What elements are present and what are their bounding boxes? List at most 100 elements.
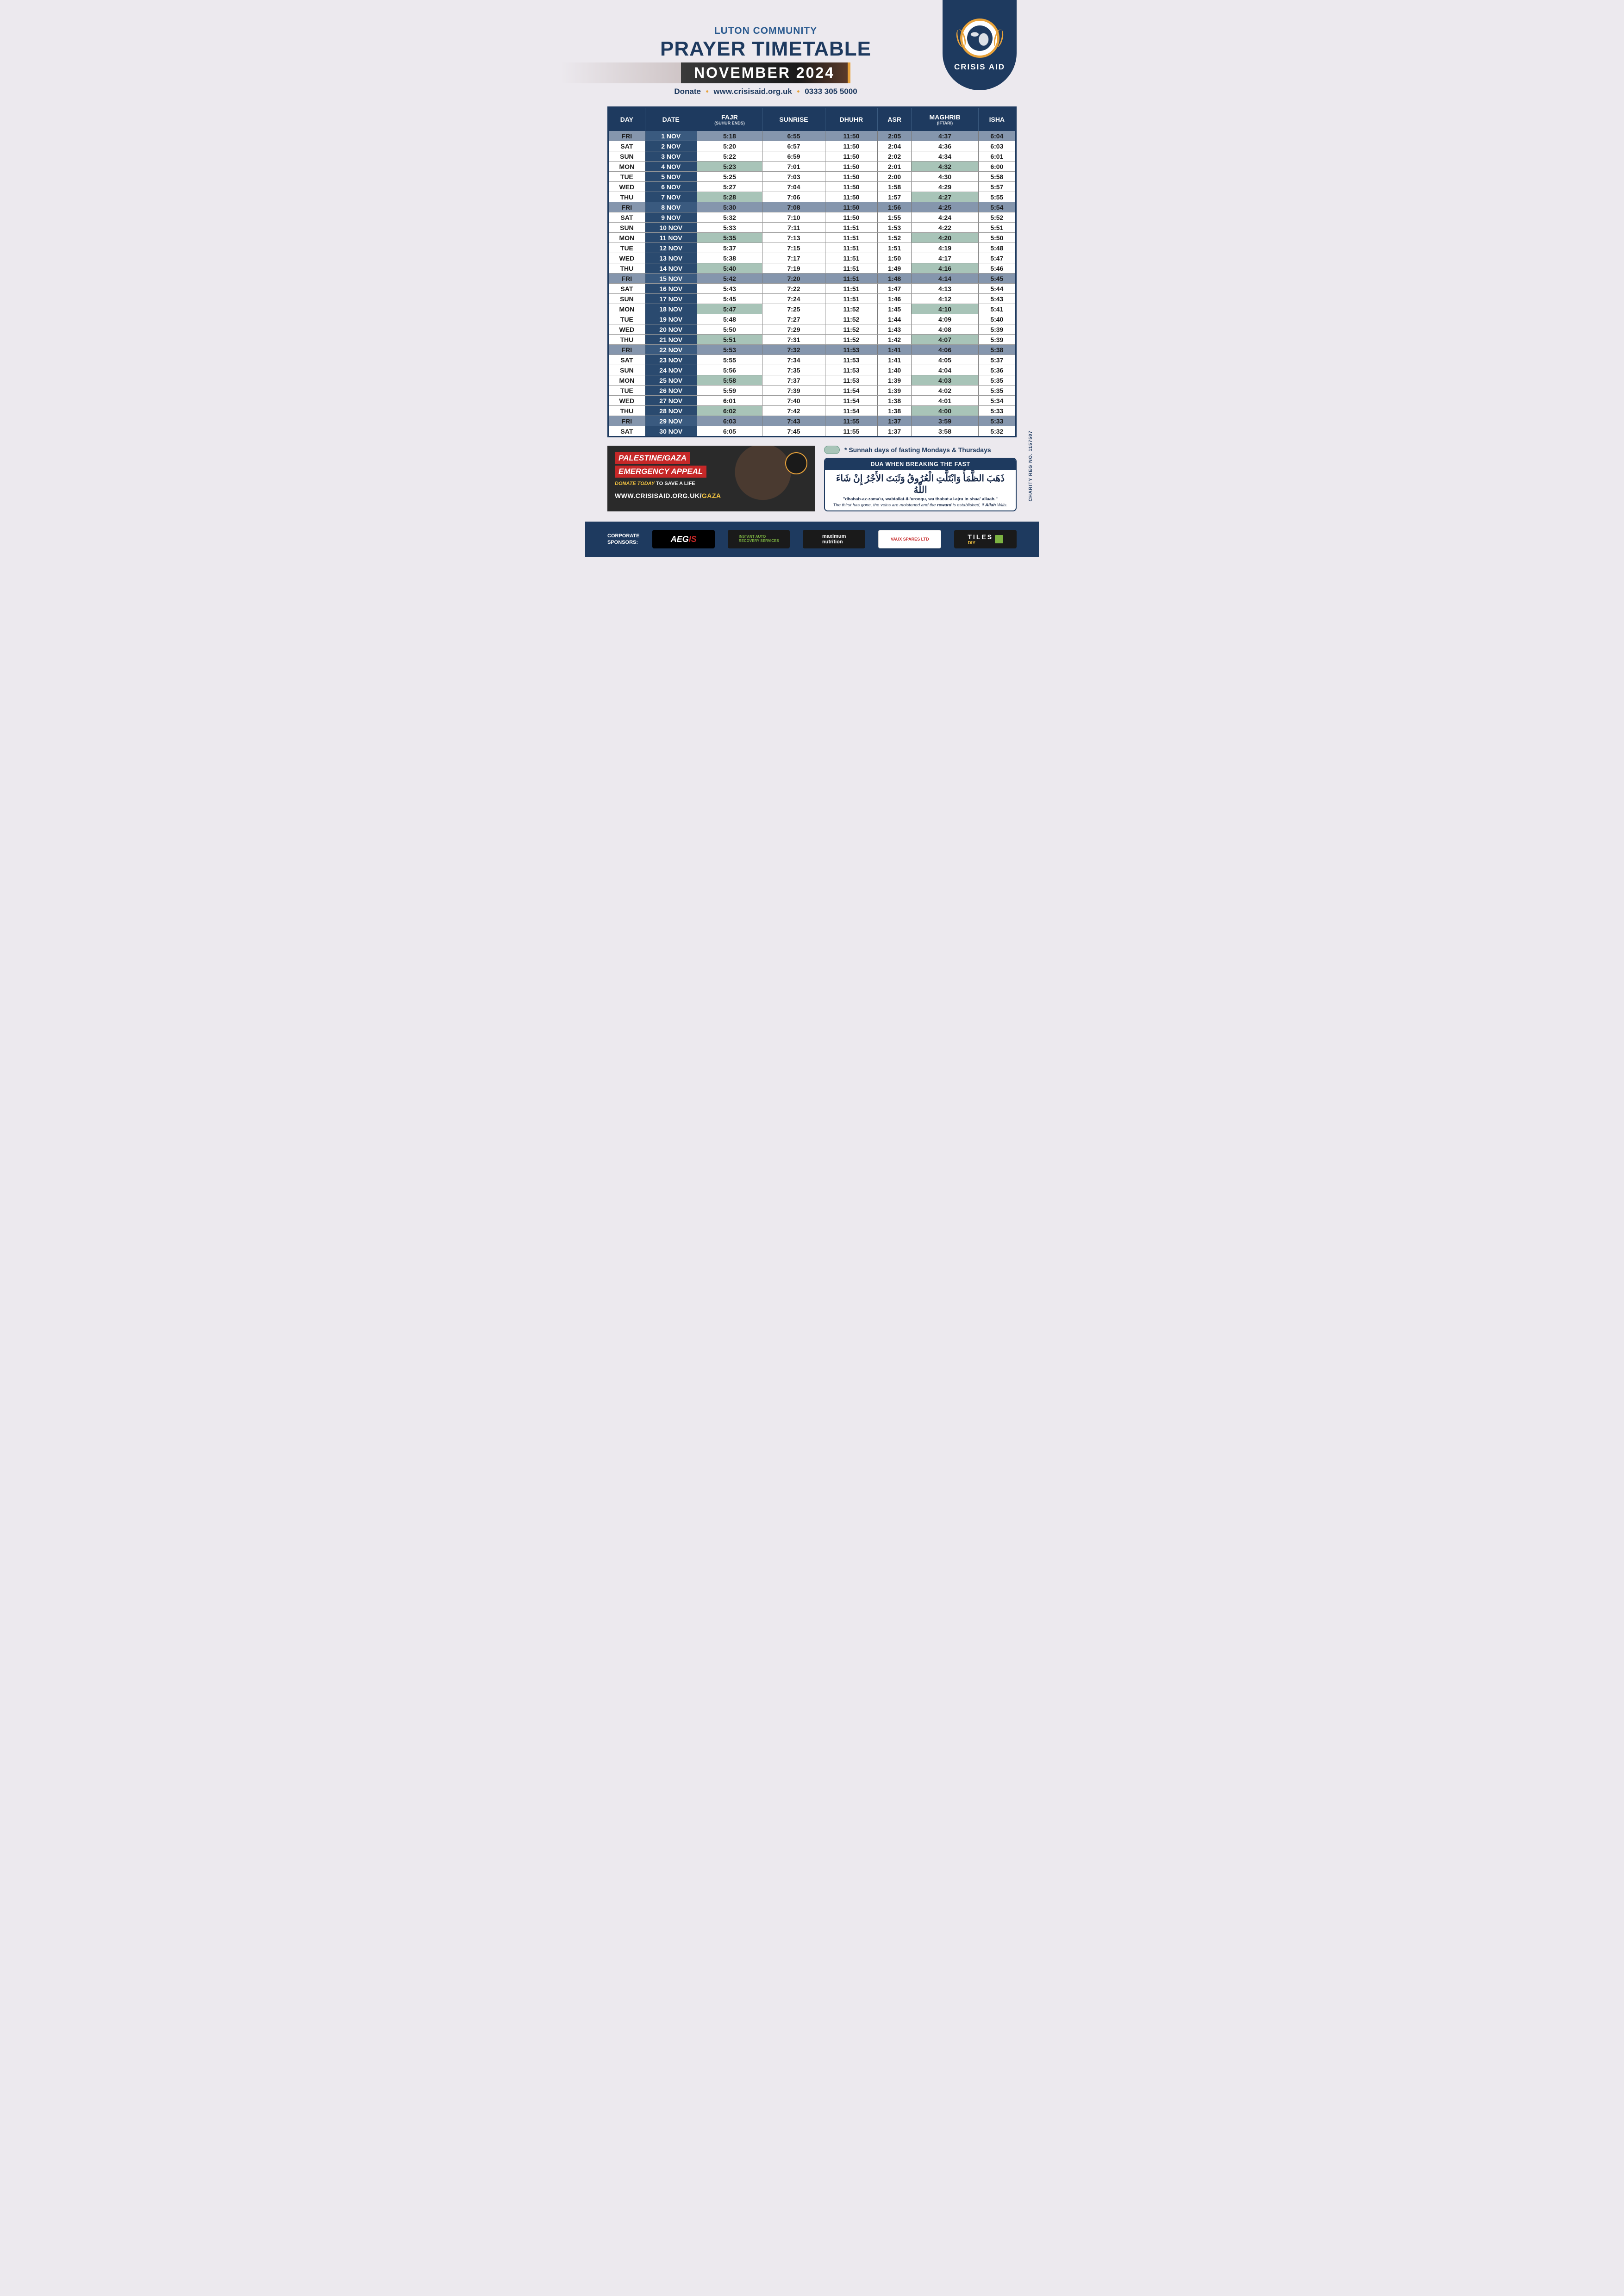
sponsors-bar: CORPORATE SPONSORS: AEGIS INSTANT AUTO R… [585, 522, 1039, 557]
day-cell: MON [609, 304, 645, 314]
maghrib-cell: 3:59 [912, 416, 978, 426]
donate-line: Donate • www.crisisaid.org.uk • 0333 305… [607, 87, 924, 96]
crisis-aid-small-icon [785, 452, 807, 474]
isha-cell: 6:00 [978, 162, 1015, 172]
fajr-cell: 6:01 [697, 396, 762, 406]
table-row: THU14 NOV5:407:1911:511:494:165:46 [609, 263, 1015, 274]
isha-cell: 6:03 [978, 141, 1015, 151]
sunrise-cell: 7:35 [762, 365, 825, 375]
header: LUTON COMMUNITY PRAYER TIMETABLE NOVEMBE… [607, 14, 1017, 96]
asr-cell: 1:53 [878, 223, 912, 233]
fajr-cell: 5:28 [697, 192, 762, 202]
day-cell: THU [609, 263, 645, 274]
day-cell: WED [609, 396, 645, 406]
date-cell: 21 NOV [645, 335, 697, 345]
day-cell: SUN [609, 223, 645, 233]
asr-cell: 1:50 [878, 253, 912, 263]
fajr-cell: 6:05 [697, 426, 762, 436]
sponsor-instant-auto: INSTANT AUTO RECOVERY SERVICES [728, 530, 790, 548]
date-cell: 19 NOV [645, 314, 697, 324]
day-cell: SAT [609, 141, 645, 151]
sponsor-tiles-diy: TILESDIY [954, 530, 1017, 548]
community-subtitle: LUTON COMMUNITY [607, 25, 924, 37]
column-header: DHUHR [825, 108, 877, 131]
day-cell: SAT [609, 212, 645, 223]
fajr-cell: 6:02 [697, 406, 762, 416]
day-cell: SUN [609, 151, 645, 162]
sunrise-cell: 7:34 [762, 355, 825, 365]
column-header: DATE [645, 108, 697, 131]
day-cell: MON [609, 375, 645, 386]
date-cell: 18 NOV [645, 304, 697, 314]
asr-cell: 1:38 [878, 396, 912, 406]
fajr-cell: 5:30 [697, 202, 762, 212]
asr-cell: 1:37 [878, 416, 912, 426]
maghrib-cell: 4:25 [912, 202, 978, 212]
fajr-cell: 5:55 [697, 355, 762, 365]
column-header: ASR [878, 108, 912, 131]
fajr-cell: 5:35 [697, 233, 762, 243]
isha-cell: 5:34 [978, 396, 1015, 406]
fajr-cell: 5:40 [697, 263, 762, 274]
table-row: FRI15 NOV5:427:2011:511:484:145:45 [609, 274, 1015, 284]
dhuhr-cell: 11:50 [825, 202, 877, 212]
table-row: THU21 NOV5:517:3111:521:424:075:39 [609, 335, 1015, 345]
column-header: ISHA [978, 108, 1015, 131]
date-cell: 15 NOV [645, 274, 697, 284]
fajr-cell: 5:47 [697, 304, 762, 314]
day-cell: FRI [609, 416, 645, 426]
asr-cell: 1:41 [878, 355, 912, 365]
appeal-line2: EMERGENCY APPEAL [615, 466, 706, 478]
maghrib-cell: 4:04 [912, 365, 978, 375]
date-cell: 8 NOV [645, 202, 697, 212]
donate-label: Donate [674, 87, 701, 96]
dhuhr-cell: 11:55 [825, 416, 877, 426]
fajr-cell: 5:18 [697, 131, 762, 141]
maghrib-cell: 4:03 [912, 375, 978, 386]
fajr-cell: 5:32 [697, 212, 762, 223]
day-cell: THU [609, 335, 645, 345]
asr-cell: 2:02 [878, 151, 912, 162]
date-cell: 4 NOV [645, 162, 697, 172]
phone: 0333 305 5000 [805, 87, 857, 96]
maghrib-cell: 4:05 [912, 355, 978, 365]
date-cell: 27 NOV [645, 396, 697, 406]
fajr-cell: 5:33 [697, 223, 762, 233]
isha-cell: 5:41 [978, 304, 1015, 314]
isha-cell: 5:33 [978, 416, 1015, 426]
table-row: SAT30 NOV6:057:4511:551:373:585:32 [609, 426, 1015, 436]
sunrise-cell: 7:43 [762, 416, 825, 426]
isha-cell: 5:35 [978, 375, 1015, 386]
date-cell: 9 NOV [645, 212, 697, 223]
isha-cell: 5:46 [978, 263, 1015, 274]
day-cell: THU [609, 406, 645, 416]
day-cell: TUE [609, 314, 645, 324]
dua-translation: The thirst has gone, the veins are moist… [825, 502, 1016, 510]
day-cell: SAT [609, 284, 645, 294]
sunrise-cell: 7:04 [762, 182, 825, 192]
asr-cell: 1:49 [878, 263, 912, 274]
sunrise-cell: 7:42 [762, 406, 825, 416]
separator-dot: • [797, 87, 800, 96]
fajr-cell: 5:48 [697, 314, 762, 324]
maghrib-cell: 4:22 [912, 223, 978, 233]
day-cell: FRI [609, 274, 645, 284]
table-row: WED13 NOV5:387:1711:511:504:175:47 [609, 253, 1015, 263]
day-cell: SUN [609, 294, 645, 304]
fajr-cell: 6:03 [697, 416, 762, 426]
globe-laurel-icon [960, 19, 999, 58]
date-cell: 14 NOV [645, 263, 697, 274]
isha-cell: 5:40 [978, 314, 1015, 324]
dhuhr-cell: 11:50 [825, 141, 877, 151]
maghrib-cell: 4:29 [912, 182, 978, 192]
sunrise-cell: 7:03 [762, 172, 825, 182]
dhuhr-cell: 11:51 [825, 284, 877, 294]
isha-cell: 5:47 [978, 253, 1015, 263]
maghrib-cell: 4:14 [912, 274, 978, 284]
sunrise-cell: 7:20 [762, 274, 825, 284]
column-header: FAJR(SUHUR ENDS) [697, 108, 762, 131]
maghrib-cell: 4:00 [912, 406, 978, 416]
table-row: SAT23 NOV5:557:3411:531:414:055:37 [609, 355, 1015, 365]
fajr-cell: 5:43 [697, 284, 762, 294]
day-cell: FRI [609, 131, 645, 141]
